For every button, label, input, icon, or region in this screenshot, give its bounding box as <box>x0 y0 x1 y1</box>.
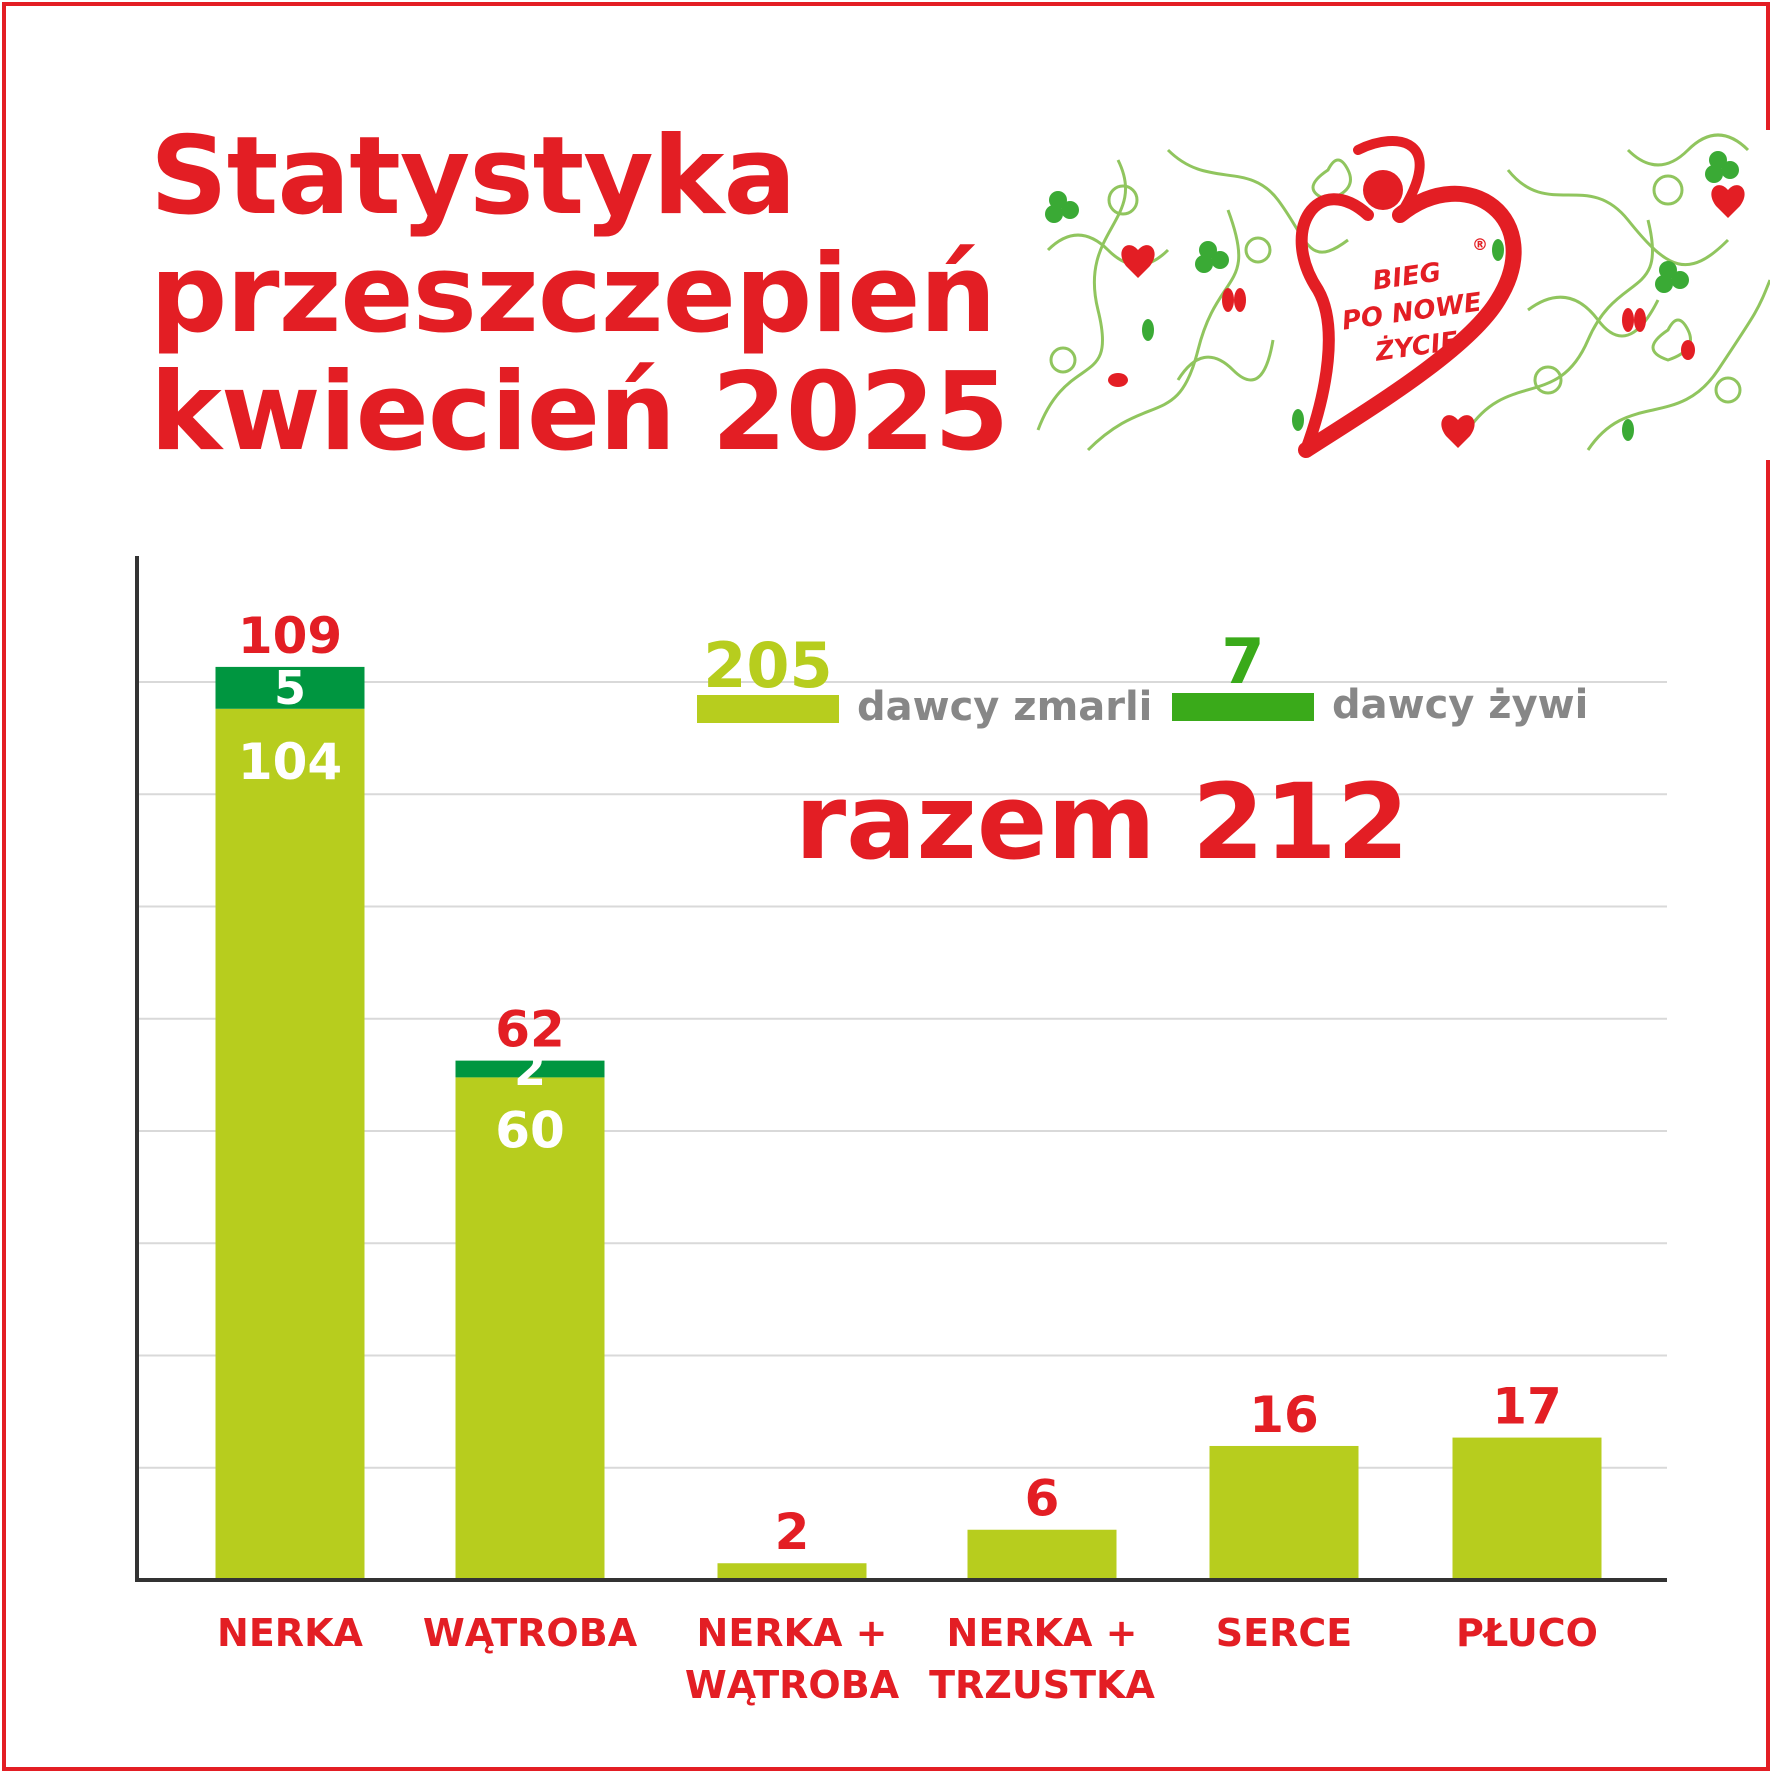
category-label: NERKA + <box>947 1611 1138 1655</box>
category-label: PŁUCO <box>1456 1611 1598 1655</box>
bar-living <box>215 666 365 709</box>
chart-legend: 205 dawcy zmarli 7 dawcy żywi <box>697 625 1588 730</box>
heart-runner-icon <box>1295 136 1522 458</box>
bar-deceased <box>1452 1437 1602 1580</box>
chart-bars <box>215 666 1602 1580</box>
data-label-living: 2 <box>514 1042 546 1096</box>
category-label: SERCE <box>1216 1611 1352 1655</box>
chart-gridlines <box>137 680 1667 1469</box>
data-label-total: 109 <box>238 607 342 665</box>
legend-label-deceased: dawcy zmarli <box>857 684 1152 730</box>
title-line-3: kwiecień 2025 <box>150 350 1009 475</box>
legend-swatch-living <box>1172 693 1314 721</box>
data-label-total: 16 <box>1249 1386 1319 1444</box>
bar-deceased <box>717 1563 867 1580</box>
legend-value-deceased: 205 <box>703 629 832 702</box>
category-label: NERKA + <box>697 1611 888 1655</box>
title-line-1: Statystyka <box>150 114 796 239</box>
category-label: WĄTROBA <box>685 1663 900 1707</box>
category-label: TRZUSTKA <box>929 1663 1155 1707</box>
chart-axes <box>135 556 1667 1582</box>
data-label-deceased: 104 <box>238 733 342 791</box>
bar-living <box>455 1060 605 1078</box>
title-line-2: przeszczepień <box>150 232 996 357</box>
data-label-total: 17 <box>1492 1378 1562 1436</box>
data-label-total: 62 <box>495 1001 565 1059</box>
data-label-total: 6 <box>1025 1470 1060 1528</box>
legend-label-living: dawcy żywi <box>1332 682 1588 728</box>
registered-mark: ® <box>1472 235 1488 254</box>
category-label: WĄTROBA <box>423 1611 638 1655</box>
bar-deceased <box>455 1077 605 1580</box>
bieg-po-nowe-zycie-logo: BIEG PO NOWE ŻYCIE ® <box>1028 130 1770 460</box>
bar-deceased <box>967 1529 1117 1580</box>
data-label-deceased: 60 <box>495 1101 565 1159</box>
legend-swatch-deceased <box>697 695 839 723</box>
legend-value-living: 7 <box>1221 625 1264 698</box>
page-title: Statystyka przeszczepień kwiecień 2025 <box>150 114 1009 475</box>
bar-deceased <box>1209 1445 1359 1580</box>
bar-deceased <box>215 708 365 1580</box>
category-label: NERKA <box>217 1611 363 1655</box>
data-label-living: 5 <box>274 661 306 715</box>
floral-pattern-icon <box>1036 133 1770 452</box>
data-label-total: 2 <box>775 1503 810 1561</box>
total-label: razem 212 <box>795 761 1409 883</box>
